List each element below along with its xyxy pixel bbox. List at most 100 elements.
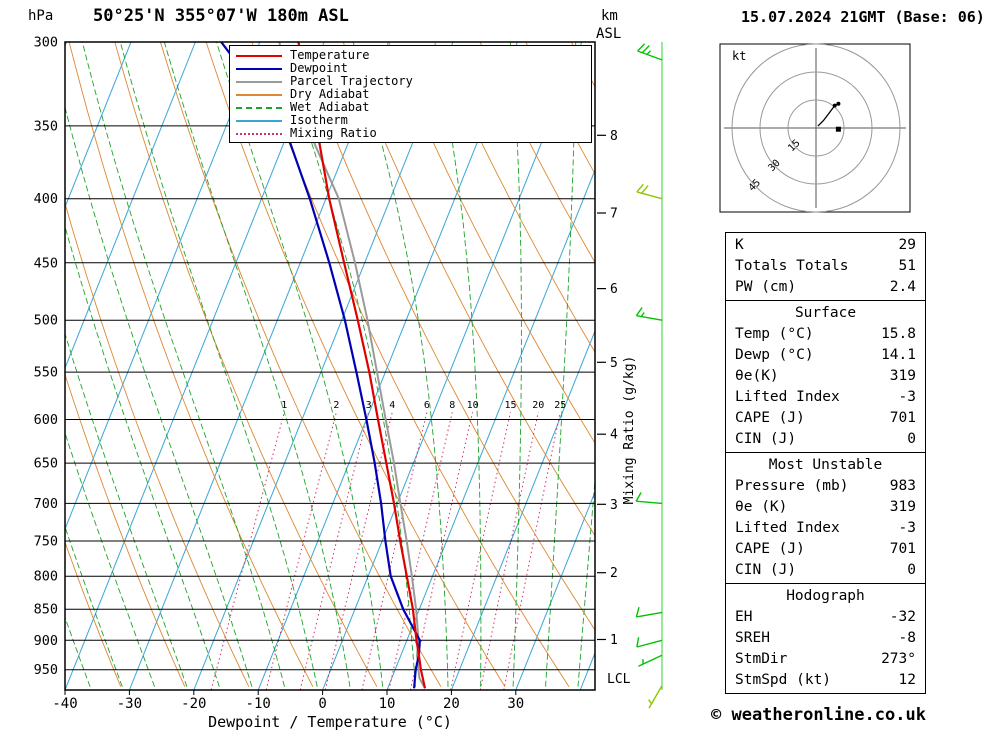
mixing-ratio-value-label: 10 <box>467 400 479 411</box>
isotherm-line <box>386 168 595 690</box>
legend-item-label: Temperature <box>290 48 370 62</box>
table-section-title: Surface <box>794 305 857 321</box>
km-tick-label: 7 <box>610 207 618 222</box>
pressure-tick-label: 600 <box>34 412 58 428</box>
wind-barb-half-feather <box>640 312 645 317</box>
mixing-ratio-value-label: 2 <box>333 400 339 411</box>
temp-tick-label: 0 <box>318 696 326 712</box>
wet-adiabat-line <box>433 42 482 687</box>
credit: © weatheronline.co.uk <box>711 705 926 725</box>
dry-adiabat-line <box>65 540 122 687</box>
stat-value: 51 <box>898 258 916 274</box>
stat-row: PW (cm) 2.4 <box>726 277 925 298</box>
stat-value: -32 <box>889 609 916 625</box>
mixing-ratio-value-label: 4 <box>389 400 395 411</box>
table-section-title: Hodograph <box>786 588 865 604</box>
stat-value: -8 <box>898 630 916 646</box>
stat-value: 983 <box>889 478 916 494</box>
stat-label: θe(K) <box>735 368 779 384</box>
wet-adiabat-line <box>65 105 253 687</box>
stat-label: CAPE (J) <box>735 541 805 557</box>
wind-barb-staff <box>637 50 663 61</box>
wet-adiabat-line <box>352 42 449 687</box>
wet-adiabat-line <box>577 474 595 687</box>
mixing-ratio-line <box>361 412 428 690</box>
wind-trace-dot <box>836 101 841 106</box>
plot-border <box>64 41 596 691</box>
wind-trace-dot <box>832 103 837 108</box>
stat-row: Dewp (°C) 14.1 <box>726 345 925 366</box>
hodograph-speed-ring <box>787 99 845 157</box>
pressure-tick-label: 700 <box>34 496 58 512</box>
mixing-ratio-line <box>299 412 370 690</box>
wet-adiabat-line <box>65 525 123 687</box>
stat-row: θe (K) 319 <box>726 497 925 518</box>
stat-label: Pressure (mb) <box>735 478 849 494</box>
mixing-ratio-line <box>324 412 393 690</box>
wind-barb-staff <box>636 639 663 648</box>
mixing-ratio-value-label: 15 <box>504 400 516 411</box>
mixing-ratio-line <box>210 412 285 690</box>
stat-row: Pressure (mb) 983 <box>726 476 925 497</box>
pressure-tick-label: 550 <box>34 365 58 381</box>
stat-value: 29 <box>898 237 916 253</box>
mixing-ratio-value-label: 6 <box>424 400 430 411</box>
legend-item-label: Wet Adiabat <box>290 100 370 114</box>
profiles <box>220 42 427 689</box>
dry-adiabat-line <box>479 42 595 264</box>
wind-barb-feather <box>635 307 643 317</box>
stat-label: Totals Totals <box>735 258 849 274</box>
wind-barb-staff <box>636 611 663 618</box>
stat-row: CAPE (J) 701 <box>726 539 925 560</box>
stat-row: CIN (J) 0 <box>726 429 925 450</box>
pressure-tick-label: 750 <box>34 534 58 550</box>
stat-row: Lifted Index -3 <box>726 387 925 408</box>
dry-adiabat-line <box>205 42 506 687</box>
km-tick-label: 8 <box>610 129 618 144</box>
stat-label: SREH <box>735 630 770 646</box>
dry-adiabat-line <box>296 42 595 631</box>
wind-barb-feather <box>635 607 640 618</box>
wet-adiabat-line <box>216 42 384 687</box>
stat-row: EH -32 <box>726 607 925 628</box>
stat-label: θe (K) <box>735 499 788 515</box>
stat-row: Lifted Index -3 <box>726 518 925 539</box>
stat-row: K 29 <box>726 235 925 256</box>
pressure-tick-label: 950 <box>34 662 58 678</box>
stat-label: Lifted Index <box>735 389 840 405</box>
wind-barb-feather <box>635 492 642 502</box>
pressure-tick-label: 900 <box>34 633 58 649</box>
isotherm-line <box>128 42 390 690</box>
legend-line-swatch <box>236 80 282 83</box>
wind-barb-feather <box>641 45 650 54</box>
hodograph-ring-label: 15 <box>786 138 802 154</box>
dry-adiabat-line <box>114 42 378 687</box>
skewt-generated-layers: 1 2 3 4 6 8 10 15 20 2530035040045050055060065070… <box>34 35 663 712</box>
pressure-tick-label: 500 <box>34 313 58 329</box>
stat-row: Temp (°C) 15.8 <box>726 324 925 345</box>
legend-item: Dewpoint <box>230 62 591 75</box>
temp-tick-label: 10 <box>379 696 396 712</box>
storm-motion-marker <box>835 126 841 132</box>
station-title: 50°25'N 355°07'W 180m ASL <box>93 6 349 26</box>
table-section-title: Most Unstable <box>768 457 883 473</box>
mixing-ratio-line <box>479 412 539 690</box>
wind-barb-feather <box>641 185 649 194</box>
km-tick-label: 3 <box>610 498 618 513</box>
stat-value: 701 <box>889 410 916 426</box>
isotherm-line <box>257 42 518 690</box>
stat-label: Temp (°C) <box>735 326 814 342</box>
mixing-ratio-axis-label: Mixing Ratio (g/kg) <box>622 356 637 505</box>
isotherm-line <box>322 42 583 690</box>
temperature-line <box>297 42 427 689</box>
legend-item-label: Parcel Trajectory <box>290 74 413 88</box>
temp-tick-label: 30 <box>507 696 524 712</box>
mixing-ratio-value-label: 3 <box>366 400 372 411</box>
legend-line-swatch <box>236 93 282 96</box>
pressure-tick-label: 850 <box>34 602 58 618</box>
legend-item-label: Mixing Ratio <box>290 126 377 140</box>
km-tick-label: 1 <box>610 633 618 648</box>
wet-adiabat-line <box>65 332 188 687</box>
mixing-ratio-line <box>265 412 337 690</box>
